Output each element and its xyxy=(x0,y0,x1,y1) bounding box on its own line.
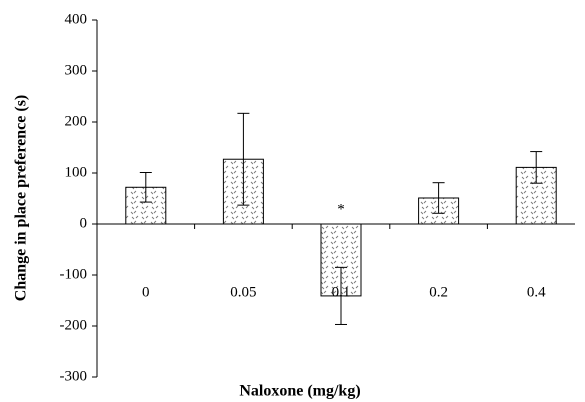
x-tick-label: 0.05 xyxy=(230,284,256,300)
x-tick-label: 0 xyxy=(142,284,150,300)
y-tick-label: -300 xyxy=(60,368,88,384)
y-tick-label: 0 xyxy=(80,215,88,231)
x-tick-label: 0.2 xyxy=(429,284,448,300)
y-tick-label: 200 xyxy=(65,113,88,129)
x-axis-title: Naloxone (mg/kg) xyxy=(239,383,360,400)
annotation: * xyxy=(337,201,345,217)
bar xyxy=(125,186,167,225)
x-tick-label: 0.4 xyxy=(527,284,546,300)
y-tick-label: 300 xyxy=(65,62,88,78)
y-tick-label: 100 xyxy=(65,164,88,180)
x-tick-label: 0.1 xyxy=(332,284,351,300)
y-tick-label: 400 xyxy=(65,11,88,27)
y-tick-label: -200 xyxy=(60,317,88,333)
y-tick-label: -100 xyxy=(60,266,88,282)
y-axis-title: Change in place preference (s) xyxy=(13,95,30,301)
